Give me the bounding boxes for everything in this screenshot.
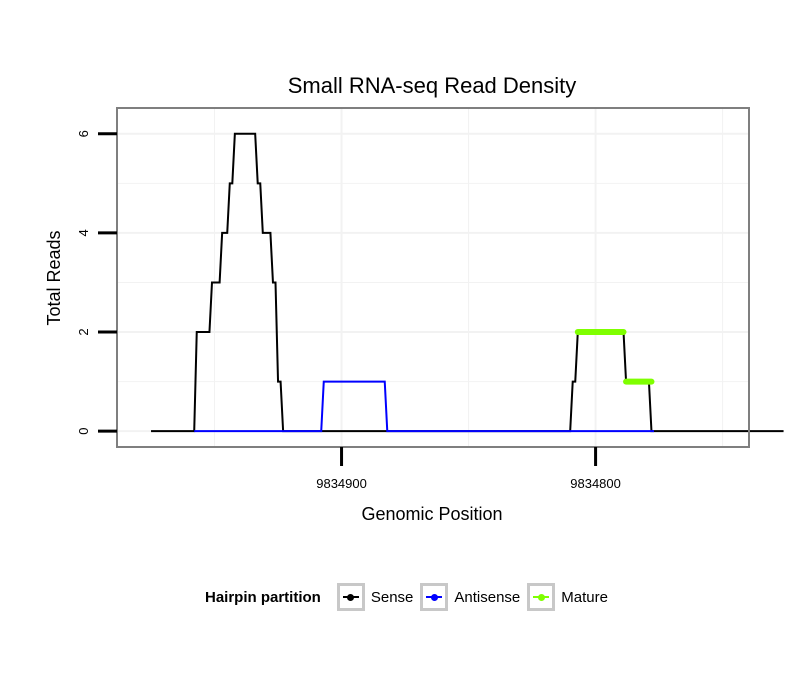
y-axis: 0 2 4 6 (76, 130, 117, 435)
legend-label-mature: Mature (561, 588, 608, 606)
legend-label-antisense: Antisense (454, 588, 521, 606)
x-axis-label: Genomic Position (361, 504, 502, 524)
legend-item-mature: Mature (527, 583, 608, 611)
legend-key-mature (527, 583, 556, 611)
legend-title: Hairpin partition (205, 588, 321, 606)
plot-series (151, 132, 784, 433)
legend-item-sense: Sense (336, 583, 414, 611)
y-tick-label: 2 (76, 328, 91, 335)
series-sense-line (151, 132, 784, 433)
plot-panel-border (116, 107, 750, 448)
legend-item-antisense: Antisense (420, 583, 520, 611)
x-tick-label: 9834800 (570, 476, 621, 491)
legend-label-sense: Sense (370, 588, 414, 606)
y-tick-label: 0 (76, 428, 91, 435)
series-antisense-line (194, 380, 655, 433)
legend-key-sense (336, 583, 365, 611)
grid-lines (118, 109, 748, 446)
chart-title: Small RNA-seq Read Density (288, 73, 577, 98)
legend: Hairpin partition Sense Antisense Mature (205, 580, 615, 614)
y-tick-label: 4 (76, 229, 91, 236)
y-axis-label: Total Reads (44, 230, 64, 325)
x-axis: 9834900 9834800 (316, 447, 621, 491)
y-tick-label: 6 (76, 130, 91, 137)
legend-key-antisense (420, 583, 449, 611)
x-tick-label: 9834900 (316, 476, 367, 491)
